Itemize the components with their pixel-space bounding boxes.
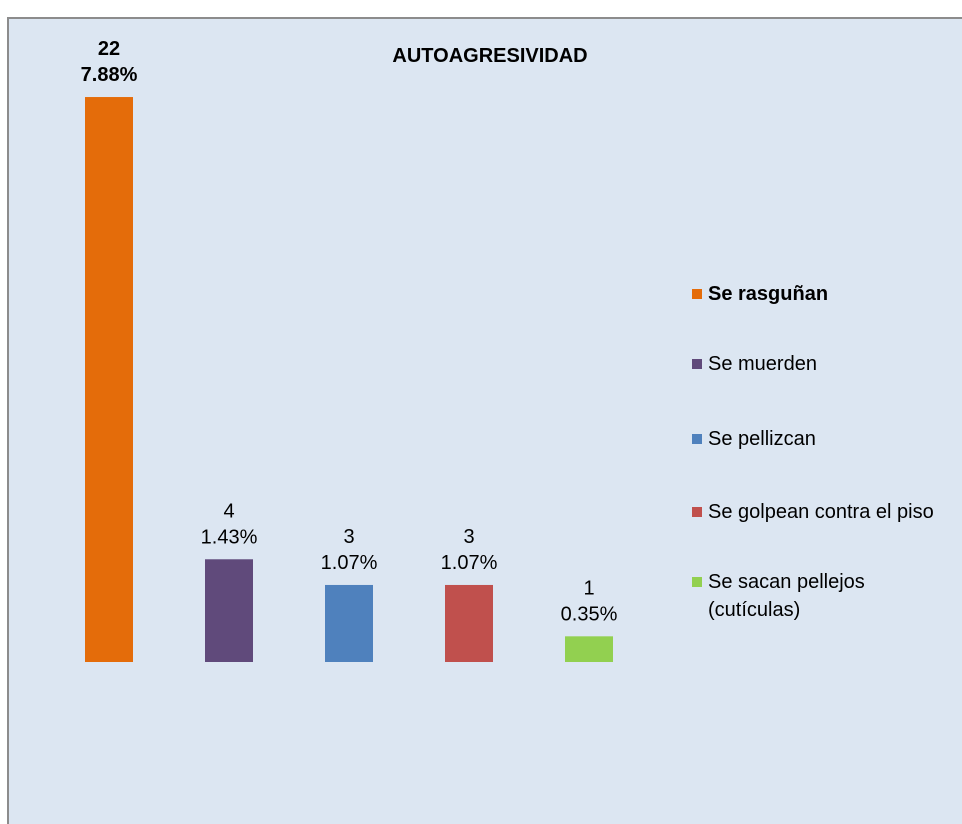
data-label: 22	[98, 38, 120, 60]
bar	[325, 584, 373, 662]
data-label: 1.07%	[321, 552, 378, 574]
data-label: 4	[223, 500, 234, 522]
legend-label: Se pellizcan	[708, 428, 816, 450]
legend-item: Se pellizcan	[692, 425, 960, 453]
legend-swatch	[692, 577, 702, 587]
legend-swatch	[692, 289, 702, 299]
data-label: 3	[463, 526, 474, 548]
data-label: 1	[583, 577, 594, 599]
legend-swatch	[692, 507, 702, 517]
bar	[565, 636, 613, 662]
legend-item: Se golpean contra el piso	[692, 498, 960, 526]
data-label: 1.07%	[441, 552, 498, 574]
legend-item: Se muerden	[692, 350, 960, 378]
bar	[205, 559, 253, 662]
legend-label: Se sacan pellejos (cutículas)	[708, 571, 865, 621]
legend-item: Se rasguñan	[692, 280, 960, 308]
data-label: 1.43%	[201, 526, 258, 548]
legend-label: Se rasguñan	[708, 283, 829, 305]
data-label: 3	[343, 526, 354, 548]
bar	[445, 584, 493, 662]
legend-label: Se golpean contra el piso	[708, 501, 934, 523]
legend-swatch	[692, 359, 702, 369]
legend-label: Se muerden	[708, 353, 817, 375]
chart-title: AUTOAGRESIVIDAD	[392, 45, 587, 67]
data-label: 0.35%	[561, 603, 618, 625]
legend-item: Se sacan pellejos (cutículas)	[692, 568, 960, 624]
data-label: 7.88%	[81, 64, 138, 86]
legend-swatch	[692, 434, 702, 444]
bar	[85, 97, 133, 663]
chart-area	[7, 17, 962, 824]
